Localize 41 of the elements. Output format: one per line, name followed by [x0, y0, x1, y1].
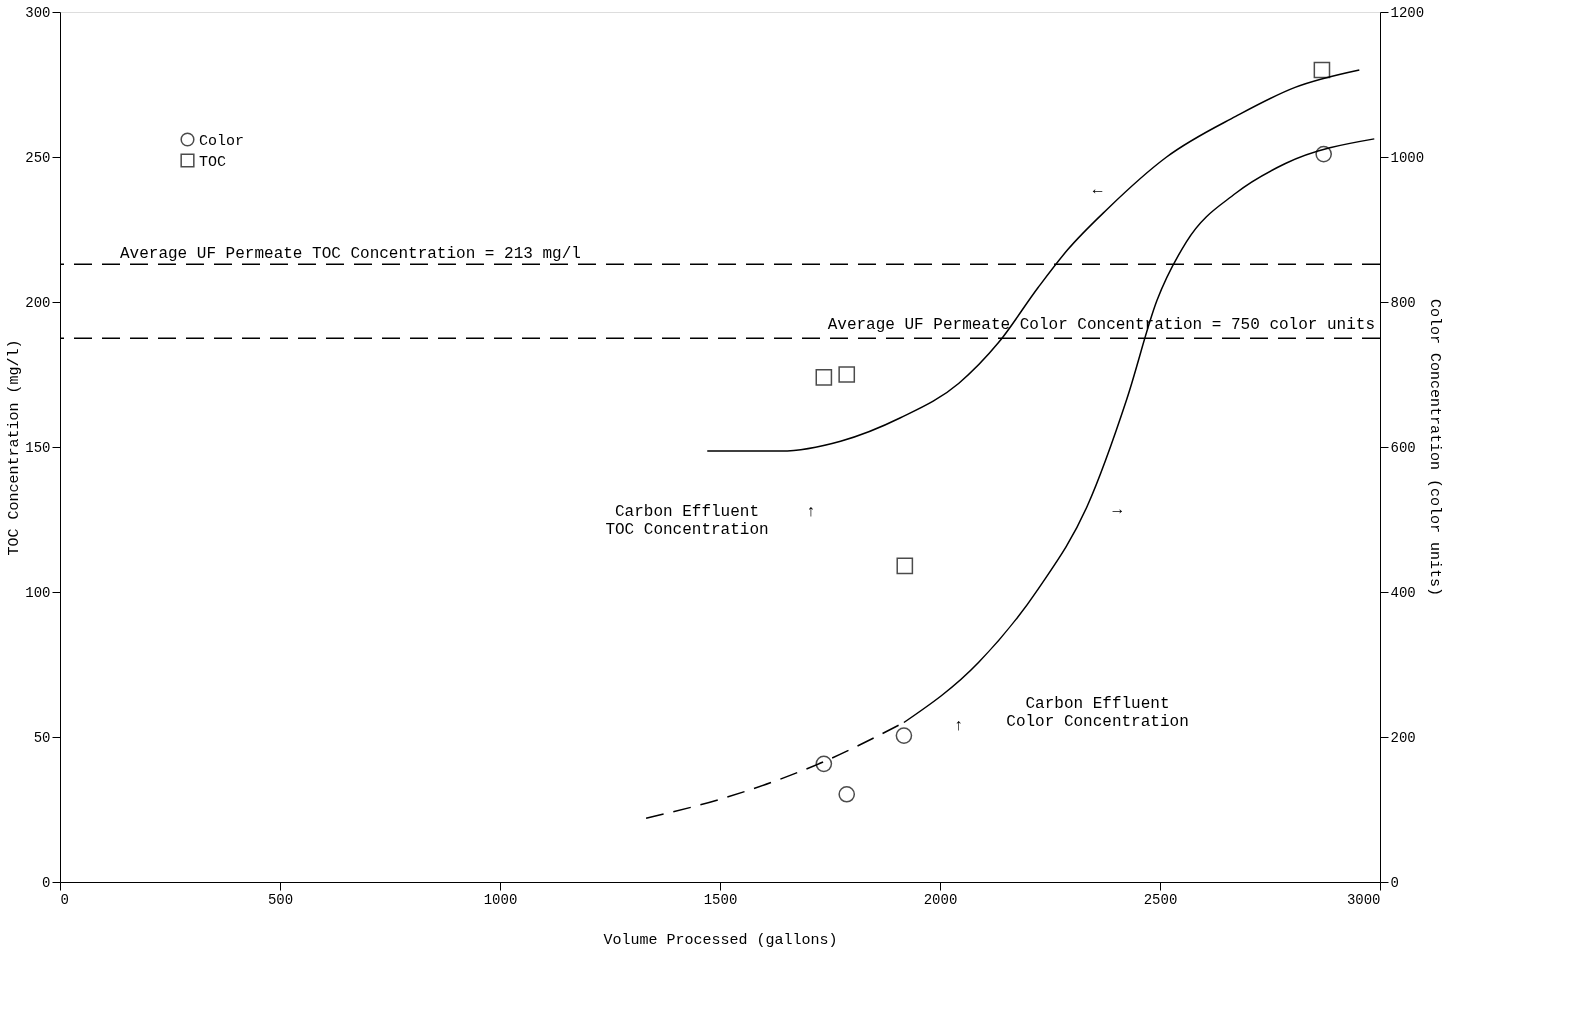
x-axis-title: Volume Processed (gallons) — [603, 931, 838, 949]
annotation: ↑ — [806, 502, 816, 521]
x-tick-label: 2500 — [1143, 891, 1178, 908]
annotation: ← — [1092, 180, 1103, 199]
point — [838, 785, 856, 803]
y-tick-label: 300 — [25, 4, 51, 21]
y-tick-label: 100 — [25, 584, 51, 601]
y2-tick-label: 0 — [1390, 874, 1399, 891]
y2-tick-label: 1000 — [1390, 149, 1425, 166]
y-tick-label: 250 — [25, 149, 51, 166]
x-tick-label: 1000 — [483, 891, 518, 908]
y2-tick-label: 600 — [1390, 439, 1416, 456]
point — [838, 366, 856, 383]
legend-label: TOC — [199, 153, 227, 171]
x-tick-label: 500 — [267, 891, 294, 908]
legend-label: Color — [199, 132, 245, 150]
annotation: → — [1112, 500, 1123, 519]
annotation: Carbon Effluent Color Concentration — [1006, 694, 1189, 731]
x-tick-label: 2000 — [923, 891, 958, 908]
y-tick-label: 0 — [42, 874, 51, 891]
y2-tick-label: 800 — [1390, 294, 1416, 311]
ref-line-label: Average UF Permeate TOC Concentration = 213 mg/l — [120, 245, 581, 264]
point — [1313, 61, 1331, 79]
annotation: ↑ — [954, 717, 964, 736]
annotation: Carbon Effluent TOC Concentration — [605, 502, 769, 539]
point — [1315, 145, 1333, 163]
y2-tick-label: 1200 — [1390, 4, 1425, 21]
point — [815, 369, 833, 386]
point — [895, 727, 913, 744]
x-tick-label: 3000 — [1346, 891, 1381, 908]
y-tick-label: 50 — [33, 729, 51, 746]
y2-axis-title: Color Concentration (color units) — [1426, 298, 1444, 597]
point — [896, 557, 914, 575]
y-axis-title: TOC Concentration (mg/l) — [6, 339, 24, 556]
point — [815, 755, 833, 773]
x-tick-label: 1500 — [703, 891, 738, 908]
x-tick-label: 0 — [60, 891, 69, 908]
y2-tick-label: 200 — [1390, 729, 1416, 746]
y-tick-label: 150 — [25, 439, 51, 456]
y-tick-label: 200 — [25, 294, 51, 311]
y2-tick-label: 400 — [1390, 584, 1416, 601]
